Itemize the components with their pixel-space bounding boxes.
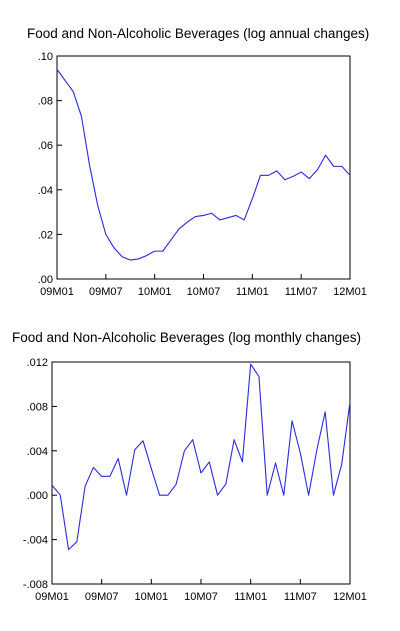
y-tick-label: -.008 (23, 579, 48, 591)
x-tick-label: 09M07 (85, 591, 119, 603)
annual-chart-title: Food and Non-Alcoholic Beverages (log an… (27, 26, 369, 41)
x-tick-label: 11M07 (285, 286, 318, 298)
y-tick-label: .012 (27, 357, 48, 369)
x-tick-label: 09M01 (40, 286, 74, 298)
annual-series-line (56, 69, 351, 261)
monthly-series-line (51, 363, 351, 551)
annual-changes-chart: Food and Non-Alcoholic Beverages (log an… (27, 26, 369, 298)
x-tick-label: 12M01 (333, 286, 367, 298)
monthly-changes-chart: Food and Non-Alcoholic Beverages (log mo… (12, 330, 367, 603)
x-tick-label: 10M07 (184, 591, 218, 603)
x-tick-label: 11M01 (234, 591, 267, 603)
y-tick-label: .00 (38, 274, 53, 286)
monthly-x-axis: 09M01 09M07 10M01 10M07 11M01 11M07 12M01 (35, 579, 367, 603)
x-tick-label: 10M01 (138, 286, 172, 298)
y-tick-label: .10 (38, 51, 53, 63)
x-tick-label: 11M01 (236, 286, 269, 298)
y-tick-label: .06 (38, 140, 53, 152)
annual-plot-frame (56, 55, 351, 280)
x-tick-label: 11M07 (284, 591, 317, 603)
monthly-y-axis: -.008 -.004 .000 .004 .008 .012 (23, 357, 57, 591)
y-tick-label: .004 (27, 446, 48, 458)
annual-y-axis: .00 .02 .04 .06 .08 .10 (38, 51, 62, 286)
y-tick-label: .000 (27, 490, 48, 502)
y-tick-label: .08 (38, 96, 53, 108)
x-tick-label: 09M01 (35, 591, 69, 603)
x-tick-label: 10M01 (135, 591, 169, 603)
y-tick-label: -.004 (23, 535, 48, 547)
y-tick-label: .04 (38, 185, 53, 197)
x-tick-label: 12M01 (333, 591, 367, 603)
y-tick-label: .02 (38, 229, 53, 241)
x-tick-label: 09M07 (89, 286, 123, 298)
annual-x-axis: 09M01 09M07 10M01 10M07 11M01 11M07 12M01 (40, 274, 367, 298)
monthly-chart-title: Food and Non-Alcoholic Beverages (log mo… (12, 330, 361, 345)
x-tick-label: 10M07 (187, 286, 221, 298)
y-tick-label: .008 (27, 401, 48, 413)
